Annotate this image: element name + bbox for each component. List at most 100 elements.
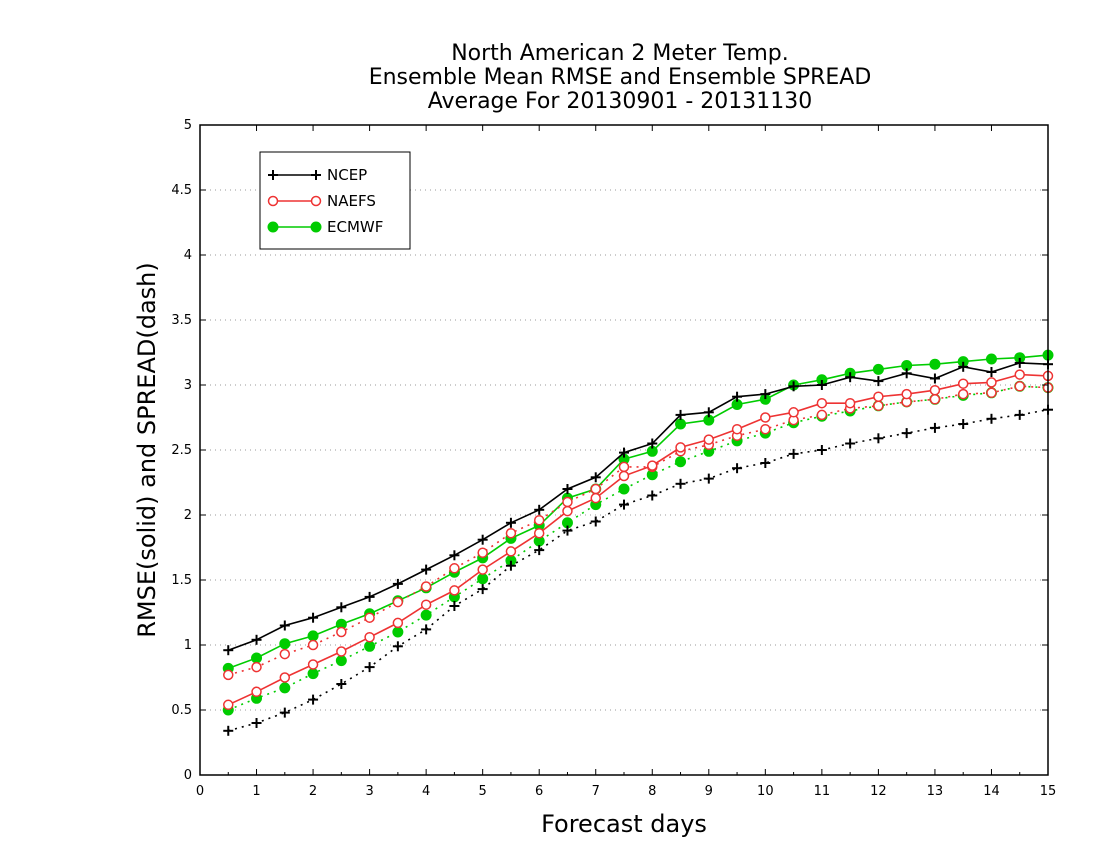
plot-series xyxy=(222,349,1054,736)
data-point-naefs-rmse xyxy=(364,631,375,643)
x-tick-label: 5 xyxy=(479,784,487,799)
data-point-naefs-rmse xyxy=(703,434,715,445)
legend-marker-naefs xyxy=(267,195,279,207)
data-point-naefs-spread xyxy=(420,581,432,592)
data-point-ncep-rmse xyxy=(619,447,629,458)
data-point-naefs-rmse xyxy=(816,397,828,409)
data-point-ncep-rmse xyxy=(477,534,488,545)
data-point-ncep-spread xyxy=(505,560,516,571)
title-line-3: Average For 20130901 - 20131130 xyxy=(428,89,813,114)
data-point-ecmwf-spread xyxy=(392,626,404,638)
x-tick-label: 2 xyxy=(309,784,317,799)
x-tick-label: 3 xyxy=(365,784,373,799)
x-tick-label: 6 xyxy=(535,784,543,799)
y-tick-label: 2.5 xyxy=(171,443,192,458)
chart-title: North American 2 Meter Temp. Ensemble Me… xyxy=(369,41,872,114)
legend-label-ecmwf: ECMWF xyxy=(327,218,383,236)
data-point-naefs-rmse xyxy=(336,646,347,657)
y-tick-label: 3 xyxy=(184,378,192,393)
data-point-naefs-spread xyxy=(562,496,573,508)
data-point-ncep-rmse xyxy=(732,391,743,402)
y-tick-label: 0.5 xyxy=(171,703,192,718)
data-point-ncep-spread xyxy=(251,718,262,728)
data-point-naefs-spread xyxy=(957,388,969,400)
legend-marker-ncep xyxy=(311,170,321,180)
data-point-naefs-rmse xyxy=(986,377,997,388)
data-point-naefs-rmse xyxy=(505,546,517,557)
y-tick-label: 1 xyxy=(184,638,192,653)
data-point-naefs-spread xyxy=(816,409,828,421)
x-tick-label: 4 xyxy=(422,784,430,799)
data-point-naefs-spread xyxy=(279,648,291,660)
y-axis-ticks: 0 0.5 1 1.5 2 2.5 3 3.5 4 4.5 5 xyxy=(171,118,1048,783)
data-point-naefs-spread xyxy=(392,596,404,608)
data-point-naefs-rmse xyxy=(392,617,404,629)
data-point-naefs-spread xyxy=(251,661,262,673)
data-point-ncep-rmse xyxy=(251,634,262,645)
data-point-naefs-spread xyxy=(533,514,545,526)
data-point-naefs-spread xyxy=(760,423,771,435)
data-point-ncep-rmse xyxy=(336,602,347,613)
data-point-ncep-spread xyxy=(336,679,347,689)
data-point-naefs-rmse xyxy=(1014,369,1025,380)
data-point-naefs-spread xyxy=(307,639,319,651)
data-point-ncep-spread xyxy=(364,662,375,673)
data-point-ecmwf-spread xyxy=(675,456,687,468)
y-tick-label: 2 xyxy=(184,508,192,523)
x-axis-ticks: 0 1 2 3 4 5 6 7 8 9 10 11 12 13 14 15 xyxy=(196,125,1056,799)
data-point-naefs-spread xyxy=(223,669,234,681)
data-point-naefs-spread xyxy=(873,400,884,412)
x-tick-label: 15 xyxy=(1040,784,1057,799)
legend-label-ncep: NCEP xyxy=(327,166,367,184)
data-point-ncep-spread xyxy=(845,438,856,449)
data-point-naefs-rmse xyxy=(449,585,460,596)
data-point-naefs-rmse xyxy=(675,442,686,453)
data-point-naefs-rmse xyxy=(844,397,856,409)
data-point-ncep-spread xyxy=(279,707,290,718)
data-point-ncep-rmse xyxy=(279,620,290,631)
series-line-ecmwf-rmse xyxy=(227,354,1049,670)
data-point-ncep-rmse xyxy=(873,376,884,387)
data-point-ncep-spread xyxy=(901,428,912,439)
data-point-naefs-rmse xyxy=(223,699,234,711)
data-point-ncep-spread xyxy=(929,422,940,433)
data-point-ncep-rmse xyxy=(845,372,856,383)
y-tick-label: 5 xyxy=(184,118,192,133)
x-tick-label: 14 xyxy=(983,784,1000,799)
data-point-ncep-rmse xyxy=(816,380,827,390)
data-point-ecmwf-spread xyxy=(364,640,376,652)
data-point-naefs-rmse xyxy=(420,599,432,610)
data-point-ncep-rmse xyxy=(760,389,771,400)
data-point-ncep-spread xyxy=(647,490,658,501)
y-tick-label: 4 xyxy=(184,248,192,263)
data-point-ncep-rmse xyxy=(223,645,234,656)
data-point-naefs-rmse xyxy=(251,686,262,698)
data-point-ecmwf-rmse xyxy=(872,363,884,375)
data-point-ncep-spread xyxy=(421,624,432,635)
data-point-naefs-spread xyxy=(929,394,941,405)
data-point-ncep-rmse xyxy=(1014,357,1025,368)
title-line-1: North American 2 Meter Temp. xyxy=(451,41,789,66)
data-point-ecmwf-spread xyxy=(477,573,489,585)
data-point-ncep-spread xyxy=(986,413,997,424)
data-point-ecmwf-rmse xyxy=(985,353,997,365)
legend-label-naefs: NAEFS xyxy=(327,192,376,210)
data-point-naefs-rmse xyxy=(477,564,488,575)
data-point-ncep-spread xyxy=(732,463,743,474)
data-point-ncep-spread xyxy=(1014,409,1025,420)
data-point-ecmwf-spread xyxy=(420,609,432,621)
data-point-ncep-spread xyxy=(534,545,545,556)
data-point-ecmwf-spread xyxy=(279,682,291,694)
data-point-naefs-rmse xyxy=(533,527,545,539)
data-point-ncep-rmse xyxy=(392,578,403,589)
data-point-naefs-spread xyxy=(477,547,488,558)
data-point-ncep-rmse xyxy=(647,438,658,449)
y-tick-label: 1.5 xyxy=(171,573,192,588)
series-line-ecmwf-spread xyxy=(227,385,1049,711)
x-tick-label: 9 xyxy=(705,784,713,799)
x-tick-label: 12 xyxy=(870,784,887,799)
data-point-naefs-rmse xyxy=(957,378,969,389)
data-point-ncep-spread xyxy=(873,433,884,444)
data-point-ncep-rmse xyxy=(929,373,940,384)
